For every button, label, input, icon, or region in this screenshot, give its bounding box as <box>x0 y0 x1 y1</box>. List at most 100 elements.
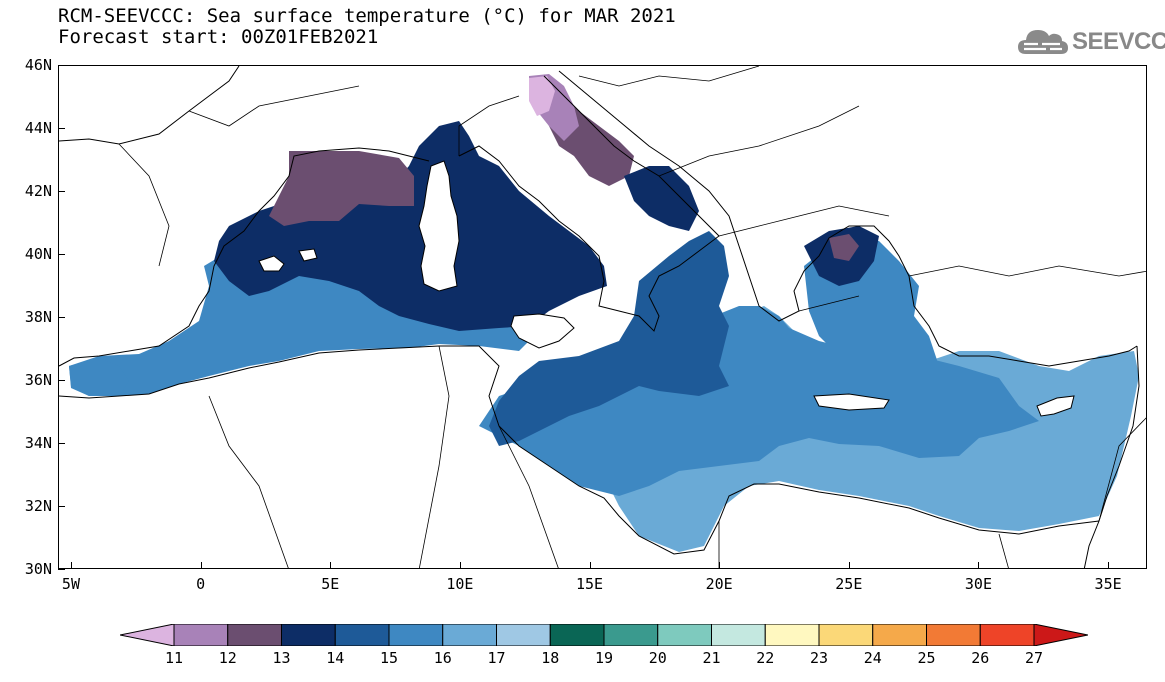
colorbar-swatch <box>334 623 390 647</box>
forecast-start-subtitle: Forecast start: 00Z01FEB2021 <box>58 26 379 48</box>
lon-tick-mark <box>200 562 202 569</box>
sst-band-13-north-aegean <box>829 234 859 261</box>
colorbar-swatch <box>173 623 229 647</box>
land-mask <box>258 160 1075 417</box>
lon-tick-label: 15E <box>575 575 604 593</box>
colorbar-swatch <box>549 623 605 647</box>
balearic-islands-east <box>298 248 318 262</box>
colorbar-swatch <box>818 623 874 647</box>
coastline-italy <box>458 75 720 332</box>
colorbar-swatch <box>227 623 282 647</box>
colorbar-label: 15 <box>379 649 399 667</box>
colorbar <box>119 623 1089 647</box>
colorbar-label: 14 <box>326 649 345 667</box>
sst-band-14-western <box>214 121 607 331</box>
colorbar-swatch <box>872 623 927 647</box>
colorbar-label: 25 <box>917 649 936 667</box>
seevccc-logo: SEEVCCC <box>1016 24 1165 58</box>
colorbar-swatch <box>657 623 712 647</box>
colorbar-swatch <box>281 623 336 647</box>
colorbar-label: 18 <box>541 649 560 667</box>
lat-tick-mark <box>58 569 65 570</box>
lat-tick-mark <box>58 128 65 129</box>
lat-tick-label: 36N <box>24 371 52 389</box>
sst-field <box>69 74 1139 552</box>
lon-tick-mark <box>978 562 980 569</box>
colorbar-swatch <box>764 623 820 647</box>
coastline-north-africa <box>59 345 1100 555</box>
colorbar-label: 13 <box>272 649 291 667</box>
lon-tick-label: 10E <box>446 575 474 593</box>
lat-tick-mark <box>58 191 65 192</box>
lon-tick-mark <box>330 562 332 569</box>
lon-tick-mark <box>70 562 72 569</box>
colorbar-swatch <box>603 623 659 647</box>
coastline-north-west <box>59 66 430 367</box>
lat-tick-mark <box>58 506 65 507</box>
colorbar-label: 22 <box>756 649 775 667</box>
lon-tick-label: 20E <box>705 575 733 593</box>
lon-tick-mark <box>459 562 461 569</box>
colorbar-swatch <box>388 623 444 647</box>
lon-tick-mark <box>589 562 591 569</box>
sst-band-15-alboran <box>69 358 129 396</box>
colorbar-swatch <box>711 623 766 647</box>
sst-band-13-lion <box>269 151 414 226</box>
colorbar-swatch <box>926 623 981 647</box>
sst-band-14-adriatic-south <box>624 166 699 231</box>
cloud-logo-icon <box>1018 30 1068 54</box>
coastline-balkans <box>558 70 1138 367</box>
colorbar-label: 19 <box>594 649 614 667</box>
lon-tick-mark <box>719 562 721 569</box>
lat-tick-label: 44N <box>24 119 52 137</box>
lon-tick-label: 5W <box>61 575 80 593</box>
lon-tick-label: 25E <box>835 575 863 593</box>
colorbar-swatch <box>496 623 551 647</box>
colorbar-label: 20 <box>648 649 667 667</box>
colorbar-label: 26 <box>971 649 990 667</box>
lon-tick-label: 5E <box>321 575 340 593</box>
logo-text: SEEVCCC <box>1072 28 1165 55</box>
sst-band-14-ionian <box>489 231 729 446</box>
colorbar-swatch-below-min <box>119 623 175 647</box>
colorbar-swatches <box>119 623 1089 647</box>
lon-tick-mark <box>1108 562 1110 569</box>
colorbar-swatch <box>442 623 497 647</box>
sicily-island <box>510 313 575 349</box>
lat-tick-label: 40N <box>24 245 52 263</box>
colorbar-label: 27 <box>1024 649 1044 667</box>
lon-tick-label: 30E <box>964 575 992 593</box>
lat-tick-label: 46N <box>24 56 52 74</box>
map-title: RCM-SEEVCCC: Sea surface temperature (°C… <box>58 5 676 27</box>
colorbar-swatch <box>979 623 1035 647</box>
land-borders <box>118 66 1146 568</box>
lat-tick-label: 32N <box>24 497 52 515</box>
balearic-islands <box>258 255 285 272</box>
lon-tick-label: 35E <box>1094 575 1122 593</box>
lat-tick-label: 38N <box>24 308 52 326</box>
sst-band-11-north-adriatic <box>529 76 555 116</box>
lat-tick-label: 42N <box>24 182 52 200</box>
colorbar-label: 11 <box>164 649 184 667</box>
lat-tick-label: 34N <box>24 434 52 452</box>
lat-tick-mark <box>58 317 65 318</box>
lat-tick-label: 30N <box>24 560 52 578</box>
coastlines <box>59 66 1146 568</box>
lat-tick-mark <box>58 380 65 381</box>
lat-tick-mark <box>58 443 65 444</box>
lat-tick-mark <box>58 254 65 255</box>
colorbar-label: 23 <box>809 649 829 667</box>
colorbar-label: 17 <box>487 649 506 667</box>
colorbar-label: 21 <box>702 649 721 667</box>
colorbar-swatch-above-max <box>1033 623 1089 647</box>
sst-band-15-central <box>479 306 1039 496</box>
coastline-levant <box>1083 345 1140 568</box>
crete-island <box>813 393 890 411</box>
lat-tick-mark <box>58 65 65 66</box>
corsica-sardinia-island <box>418 160 460 292</box>
colorbar-label: 16 <box>433 649 452 667</box>
lon-tick-mark <box>848 562 850 569</box>
colorbar-label: 12 <box>218 649 237 667</box>
colorbar-label: 24 <box>863 649 882 667</box>
cyprus-island <box>1036 395 1075 417</box>
